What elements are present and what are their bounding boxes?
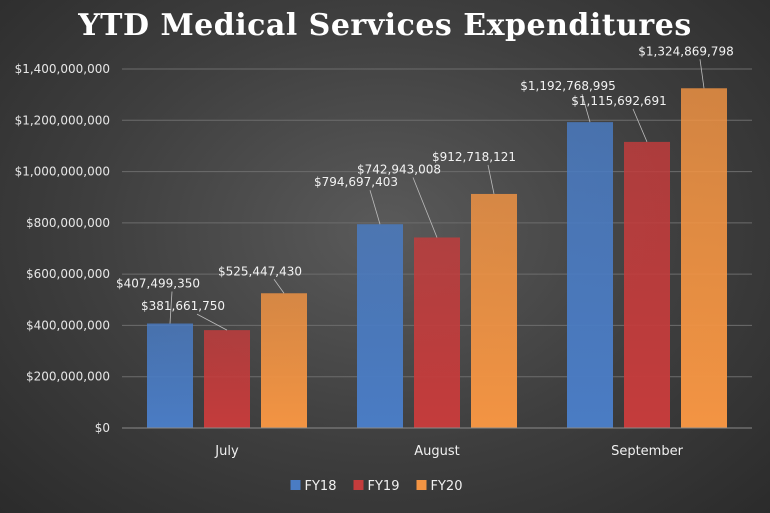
data-label: $1,324,869,798 xyxy=(638,44,733,58)
x-category-label: July xyxy=(214,444,239,459)
label-leader-line xyxy=(273,279,285,294)
y-tick-label: $600,000,000 xyxy=(26,267,110,281)
legend-label: FY19 xyxy=(368,479,400,494)
y-tick-label: $0 xyxy=(95,421,110,435)
bar-fy18-july xyxy=(147,323,193,428)
x-category-label: September xyxy=(611,444,684,459)
data-label: $912,718,121 xyxy=(432,150,516,164)
label-leader-line xyxy=(699,59,705,89)
data-label: $1,115,692,691 xyxy=(571,94,666,108)
data-label: $742,943,008 xyxy=(357,162,441,176)
data-label: $407,499,350 xyxy=(116,277,200,291)
bar-fy20-september xyxy=(681,88,727,428)
y-tick-label: $1,400,000,000 xyxy=(15,62,110,76)
label-leader-line xyxy=(196,313,228,331)
y-tick-label: $1,000,000,000 xyxy=(15,165,110,179)
label-leader-line xyxy=(169,291,173,324)
bar-fy19-september xyxy=(624,141,670,428)
y-tick-label: $1,200,000,000 xyxy=(15,113,110,127)
bar-fy18-september xyxy=(567,122,613,428)
x-category-label: August xyxy=(414,444,460,459)
y-tick-label: $800,000,000 xyxy=(26,216,110,230)
data-label: $1,192,768,995 xyxy=(520,79,615,93)
legend-swatch-fy19 xyxy=(353,480,364,490)
bar-fy19-july xyxy=(204,330,250,428)
legend-swatch-fy20 xyxy=(416,480,427,490)
label-leader-line xyxy=(412,177,438,238)
data-label: $525,447,430 xyxy=(218,264,302,278)
data-label: $381,661,750 xyxy=(141,299,225,313)
bar-fy19-august xyxy=(414,237,460,428)
label-leader-line xyxy=(632,108,648,143)
legend-swatch-fy18 xyxy=(290,480,301,490)
bar-fy20-july xyxy=(261,293,307,428)
chart-title: YTD Medical Services Expenditures xyxy=(78,8,692,43)
y-tick-label: $400,000,000 xyxy=(26,318,110,332)
legend-label: FY18 xyxy=(305,479,337,494)
legend-label: FY20 xyxy=(431,479,463,494)
bar-fy20-august xyxy=(471,193,517,428)
bar-fy18-august xyxy=(357,224,403,428)
label-leader-line xyxy=(581,94,591,123)
y-tick-label: $200,000,000 xyxy=(26,370,110,384)
data-label: $794,697,403 xyxy=(314,175,398,189)
label-leader-line xyxy=(487,164,495,195)
label-leader-line xyxy=(369,190,381,225)
